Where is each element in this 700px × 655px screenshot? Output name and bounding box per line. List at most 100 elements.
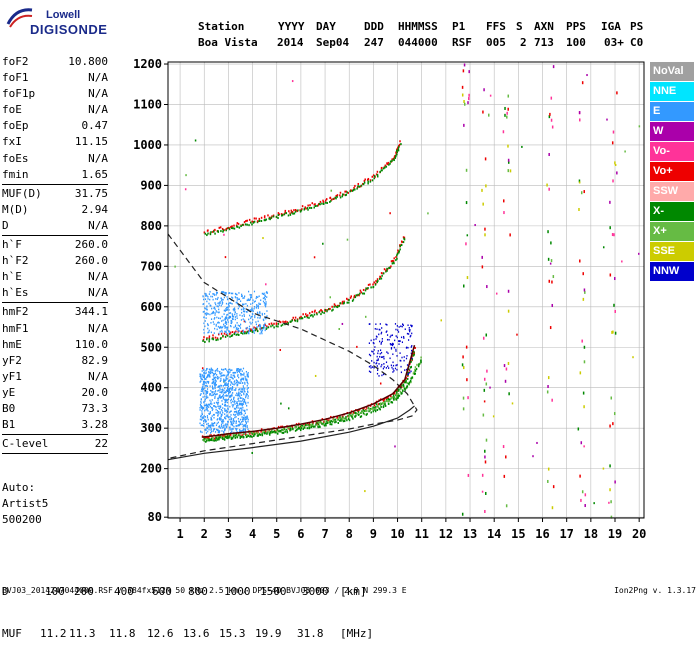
spread-point — [242, 399, 244, 401]
spread-point — [226, 409, 228, 412]
spread-point — [202, 424, 205, 427]
spread-point — [214, 317, 216, 319]
trace-point — [351, 299, 354, 302]
trace-point — [244, 330, 246, 333]
spread-point — [228, 391, 230, 393]
noise-point — [507, 169, 510, 173]
trace-point — [243, 221, 246, 224]
trace-point — [382, 167, 385, 170]
spread-point — [375, 335, 378, 338]
trace-point — [305, 424, 307, 427]
spread-point — [225, 308, 227, 310]
spread-point — [199, 418, 201, 421]
spread-point — [206, 415, 209, 417]
spread-point — [226, 426, 228, 428]
noise-point — [314, 374, 317, 377]
trace-point — [370, 407, 373, 410]
spread-point — [390, 347, 393, 349]
spread-point — [256, 311, 259, 314]
trace-point — [382, 405, 385, 408]
trace-point — [314, 203, 316, 206]
spread-point — [228, 315, 231, 318]
spread-point — [211, 399, 213, 401]
spread-point — [240, 394, 243, 397]
spread-point — [253, 307, 255, 310]
spread-point — [373, 338, 375, 341]
trace-point — [291, 211, 294, 214]
param-value: N/A — [88, 151, 108, 165]
trace-point — [394, 155, 397, 158]
trace-point — [362, 183, 365, 186]
spread-point — [243, 374, 245, 376]
trace-point — [374, 407, 377, 410]
spread-point — [240, 308, 243, 311]
spread-point — [248, 325, 251, 328]
spread-point — [241, 421, 243, 423]
trace-point — [369, 179, 372, 182]
spread-point — [259, 303, 262, 305]
noise-point — [464, 102, 466, 106]
spread-point — [232, 420, 234, 422]
noise-point — [504, 113, 506, 117]
param-row: h`F 260.0 — [2, 237, 108, 253]
trace-point — [277, 214, 280, 217]
trace-point — [361, 292, 364, 295]
spread-point — [236, 380, 239, 382]
spread-point — [232, 405, 234, 408]
param-row: yE 20.0 — [2, 385, 108, 401]
param-row: B0 73.3 — [2, 401, 108, 417]
trace-point — [402, 390, 404, 393]
spread-point — [207, 324, 209, 326]
noise-point — [551, 303, 554, 307]
spread-point — [230, 384, 232, 386]
spread-point — [211, 312, 213, 315]
spread-point — [396, 336, 398, 339]
trace-point — [377, 406, 379, 409]
spread-point — [233, 411, 236, 413]
spread-point — [247, 420, 249, 423]
trace-point — [304, 315, 306, 318]
trace-point — [372, 285, 375, 288]
trace-point — [236, 225, 239, 228]
trace-point — [396, 396, 399, 399]
spread-point — [240, 390, 242, 393]
trace-point — [282, 431, 285, 434]
spread-point — [214, 308, 216, 310]
spread-point — [398, 343, 400, 345]
trace-point — [216, 337, 219, 340]
spread-point — [208, 413, 211, 415]
spread-point — [247, 382, 249, 385]
spread-point — [206, 408, 208, 411]
spread-point — [212, 310, 214, 313]
trace-point — [350, 412, 352, 415]
trace-point — [408, 369, 411, 372]
trace-point — [398, 145, 400, 148]
spread-point — [214, 384, 216, 387]
trace-point — [393, 392, 395, 395]
spread-point — [252, 318, 254, 321]
param-row: C-level 22 — [2, 436, 108, 452]
spread-point — [232, 413, 235, 416]
spread-point — [210, 318, 213, 320]
spread-point — [381, 340, 383, 343]
trace-point — [251, 435, 253, 438]
spread-point — [203, 322, 205, 325]
trace-point — [249, 329, 252, 332]
spread-point — [204, 429, 206, 431]
spread-point — [236, 371, 238, 374]
spread-point — [237, 368, 240, 370]
spread-point — [262, 300, 265, 303]
spread-point — [219, 394, 221, 396]
trace-point — [374, 409, 376, 412]
trace-point — [206, 338, 208, 341]
spread-point — [242, 378, 245, 381]
spread-point — [390, 343, 392, 346]
spread-point — [229, 411, 231, 414]
spread-point — [227, 303, 230, 306]
noise-point — [461, 93, 464, 97]
spread-point — [213, 307, 215, 310]
spread-point — [235, 328, 238, 330]
spread-point — [262, 318, 264, 321]
spread-point — [247, 290, 250, 293]
spread-point — [239, 382, 242, 384]
